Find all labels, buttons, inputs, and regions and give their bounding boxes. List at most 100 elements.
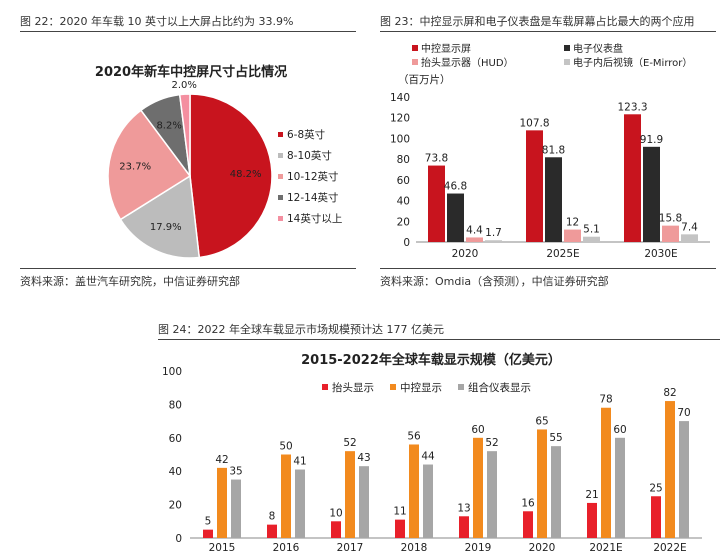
bar2-bar: [395, 519, 405, 538]
bar2-bar: [345, 451, 355, 538]
pie-legend-swatch: [278, 132, 283, 137]
bar1-value-label: 12: [566, 217, 579, 229]
bar1-value-label: 7.4: [681, 221, 698, 233]
bar2-ytick-label: 80: [169, 399, 182, 411]
bar2-xtick-label: 2015: [209, 542, 236, 552]
bar1-bar: [485, 240, 502, 242]
bar2-bar: [281, 454, 291, 538]
bar1-value-label: 5.1: [583, 224, 600, 236]
pie-legend-label: 12-14英寸: [287, 191, 339, 204]
bar2-xtick-label: 2020: [529, 542, 556, 552]
bar2-bar: [359, 466, 369, 538]
pie-value-label: 8.2%: [156, 120, 181, 131]
bar1-bar: [583, 236, 600, 242]
bar2-xtick-label: 2019: [465, 542, 492, 552]
figure22-caption: 图 22：2020 年车载 10 英寸以上大屏占比约为 33.9%: [20, 15, 294, 28]
bar1-legend-label: 电子仪表盘: [573, 42, 623, 55]
figure23-source: 资料来源：Omdia（含预测），中信证券研究部: [380, 275, 609, 288]
bar2-value-label: 25: [649, 482, 662, 494]
bar1-bar: [681, 234, 698, 242]
figure24-top-rule: [158, 339, 720, 340]
bar1-value-label: 1.7: [485, 227, 502, 239]
bar1-value-label: 73.8: [425, 153, 448, 165]
display-market-bar-chart: 2015-2022年全球车载显示规模（亿美元） 抬头显示 中控显示 组合仪表显示 0 20…: [162, 352, 702, 552]
pie-legend-swatch: [278, 153, 283, 158]
pie-legend-swatch: [278, 195, 283, 200]
bar1-value-label: 81.8: [542, 144, 565, 156]
bar2-bar: [473, 437, 483, 538]
bar1-xtick-label: 2030E: [644, 248, 677, 260]
bar2-bar: [551, 446, 561, 538]
bar2-legend-swatch: [458, 384, 464, 390]
bar2-bar: [295, 469, 305, 538]
bar2-xtick-label: 2022E: [653, 542, 686, 552]
bar1-ytick-label: 40: [397, 196, 410, 208]
bar2-xtick-label: 2017: [337, 542, 364, 552]
bar2-bar: [665, 401, 675, 538]
pie-legend-swatch: [278, 216, 283, 221]
bar2-legend-swatch: [390, 384, 396, 390]
pie-legend-label: 8-10英寸: [287, 149, 332, 162]
bar2-ytick-label: 20: [169, 500, 182, 512]
bar1-ytick-label: 80: [397, 154, 410, 166]
bar1-bar: [662, 225, 679, 242]
bar2-bar: [651, 496, 661, 538]
bar2-value-label: 21: [585, 489, 598, 501]
bar2-value-label: 50: [279, 441, 292, 453]
bar1-value-label: 91.9: [640, 134, 663, 146]
bar1-value-label: 4.4: [466, 224, 483, 236]
bar1-bar: [428, 165, 445, 242]
bar2-value-label: 44: [421, 451, 435, 463]
bar1-legend-label: 抬头显示器（HUD）: [421, 56, 514, 69]
bar2-value-label: 60: [613, 424, 626, 436]
bar2-bar: [537, 429, 547, 538]
pie-value-label: 23.7%: [119, 162, 151, 173]
bar1-value-label: 46.8: [444, 181, 467, 193]
bar1-bar: [447, 193, 464, 242]
bar1-ylabel: （百万片）: [398, 73, 451, 86]
bar2-ytick-label: 100: [162, 366, 182, 378]
bar2-value-label: 56: [407, 430, 421, 442]
bar2-value-label: 5: [205, 516, 212, 528]
bar2-legend-swatch: [322, 384, 328, 390]
bar1-legend-label: 中控显示屏: [421, 42, 471, 55]
bar1-legend-swatch: [412, 45, 418, 51]
bar2-legend-label: 组合仪表显示: [468, 381, 531, 394]
pie-slice: [119, 174, 201, 259]
pie-legend-label: 10-12英寸: [287, 170, 339, 183]
bar2-value-label: 65: [535, 415, 548, 427]
pie-value-label: 48.2%: [230, 169, 262, 180]
bar1-ytick-label: 100: [390, 133, 410, 145]
bar1-legend-swatch: [564, 45, 570, 51]
bar1-value-label: 123.3: [617, 101, 647, 113]
pie-value-label: 2.0%: [172, 80, 197, 91]
bar1-bar: [466, 237, 483, 242]
bar2-legend-label: 抬头显示: [332, 381, 374, 394]
bar1-bar: [545, 157, 562, 242]
bar2-value-label: 70: [677, 407, 690, 419]
bar2-ytick-label: 40: [169, 466, 182, 478]
bar2-value-label: 41: [293, 456, 306, 468]
bar1-bar: [624, 114, 641, 242]
bar2-xtick-label: 2016: [273, 542, 300, 552]
bar2-bar: [217, 467, 227, 538]
bar2-value-label: 43: [357, 452, 370, 464]
bar2-xtick-label: 2018: [401, 542, 428, 552]
figure24-caption: 图 24：2022 年全球车载显示市场规模预计达 177 亿美元: [158, 323, 444, 336]
bar1-value-label: 15.8: [659, 213, 682, 225]
pie-legend-label: 14英寸以上: [287, 212, 342, 225]
bar2-value-label: 78: [599, 394, 612, 406]
pie-chart: 2020年新车中控屏尺寸占比情况 48.2% 17.9% 23.7% 8.2% 2.0% 6…: [95, 64, 342, 259]
bar1-ytick-label: 20: [397, 216, 410, 228]
bar1-legend-swatch: [412, 59, 418, 65]
bar2-value-label: 13: [457, 502, 470, 514]
bar1-legend-swatch: [564, 59, 570, 65]
bar2-value-label: 60: [471, 424, 484, 436]
bar1-ytick-label: 140: [390, 92, 410, 104]
bar2-xtick-label: 2021E: [589, 542, 622, 552]
bar2-bar: [423, 464, 433, 538]
bar2-title: 2015-2022年全球车载显示规模（亿美元）: [301, 352, 561, 368]
bar2-bar: [331, 521, 341, 538]
bar1-bar: [643, 146, 660, 242]
